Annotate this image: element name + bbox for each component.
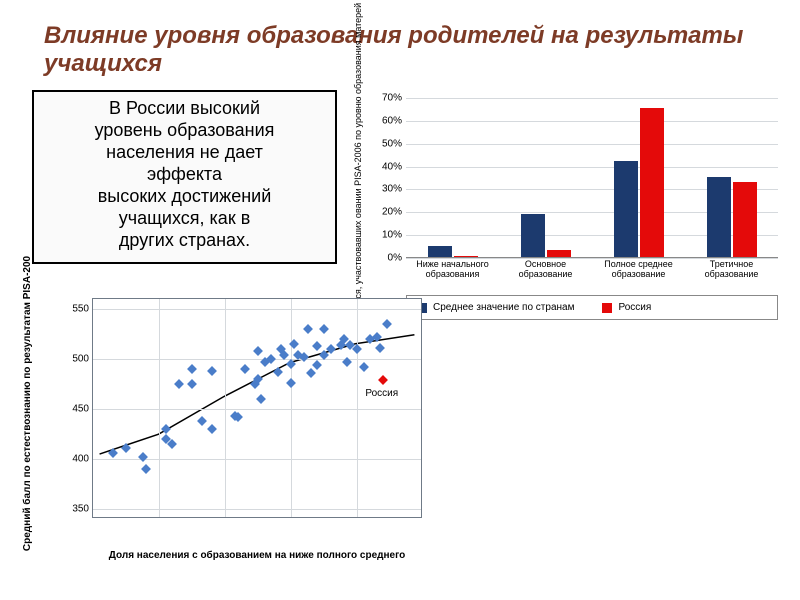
scatter-point [286,359,296,369]
scatter-russia-point [378,375,388,385]
bar-1-3 [733,182,757,257]
callout-box: В России высокийуровень образованиянасел… [32,90,337,264]
bar-y-axis-label: ние учащихся, участвовавших овании PISA-… [350,90,366,260]
scatter-gridline-h [93,409,421,410]
scatter-point [359,362,369,372]
scatter-y-tick: 350 [72,504,93,515]
scatter-point [167,439,177,449]
scatter-point [319,324,329,334]
scatter-x-axis-label: Доля населения с образованием на ниже по… [92,550,422,561]
scatter-point [286,378,296,388]
scatter-point [161,424,171,434]
bar-0-1 [521,214,545,257]
scatter-point [207,424,217,434]
bar-y-tick: 40% [382,161,406,172]
scatter-chart: Средний балл по естествознанию по резуль… [20,290,430,580]
bar-x-tick: Полное среднееобразование [594,257,684,280]
scatter-y-axis-label: Средний балл по естествознанию по резуль… [20,298,36,508]
bar-y-tick: 70% [382,93,406,104]
bar-y-tick: 0% [388,253,406,264]
legend-item: Среднее значение по странам [417,302,574,313]
scatter-gridline-h [93,309,421,310]
scatter-point [197,416,207,426]
scatter-point [306,368,316,378]
legend-swatch [602,303,612,313]
scatter-point [312,341,322,351]
bar-0-2 [614,161,638,257]
scatter-gridline-h [93,359,421,360]
bar-0-0 [428,246,452,257]
scatter-point [207,366,217,376]
scatter-point [312,360,322,370]
scatter-y-tick: 400 [72,454,93,465]
scatter-point [299,352,309,362]
scatter-point [303,324,313,334]
bar-gridline [406,98,778,99]
slide-title: Влияние уровня образования родителей на … [44,22,756,77]
legend-label: Россия [618,302,651,313]
scatter-point [382,319,392,329]
legend-label: Среднее значение по странам [433,302,574,313]
scatter-point [121,443,131,453]
bar-plot-area: 0%10%20%30%40%50%60%70%Ниже начальногооб… [406,98,778,258]
bar-1-1 [547,250,571,257]
scatter-point [174,379,184,389]
scatter-point [141,464,151,474]
bar-y-tick: 30% [382,184,406,195]
scatter-gridline-v [225,299,226,517]
bar-1-2 [640,108,664,257]
bar-x-tick: Основноеобразование [501,257,591,280]
bar-x-tick: Ниже начальногообразования [408,257,498,280]
scatter-gridline-v [357,299,358,517]
scatter-point [187,379,197,389]
bar-y-tick: 10% [382,230,406,241]
bar-0-3 [707,177,731,257]
legend-item: Россия [602,302,651,313]
scatter-gridline-h [93,509,421,510]
scatter-russia-label: Россия [365,388,398,399]
scatter-point [138,452,148,462]
bar-gridline [406,121,778,122]
slide: Влияние уровня образования родителей на … [0,0,800,600]
scatter-point [352,344,362,354]
bar-gridline [406,144,778,145]
scatter-y-tick: 550 [72,304,93,315]
scatter-plot-area: 350400450500550Россия [92,298,422,518]
scatter-point [108,448,118,458]
scatter-point [187,364,197,374]
bar-legend: Среднее значение по странам Россия [406,295,778,320]
bar-y-tick: 50% [382,138,406,149]
scatter-point [253,346,263,356]
scatter-point [375,343,385,353]
scatter-point [240,364,250,374]
scatter-gridline-v [291,299,292,517]
bar-y-tick: 60% [382,115,406,126]
bar-gridline [406,167,778,168]
scatter-y-tick: 500 [72,354,93,365]
bar-x-tick: Третичноеобразование [687,257,777,280]
bar-y-tick: 20% [382,207,406,218]
scatter-point [273,367,283,377]
scatter-y-tick: 450 [72,404,93,415]
scatter-point [256,394,266,404]
scatter-gridline-v [159,299,160,517]
